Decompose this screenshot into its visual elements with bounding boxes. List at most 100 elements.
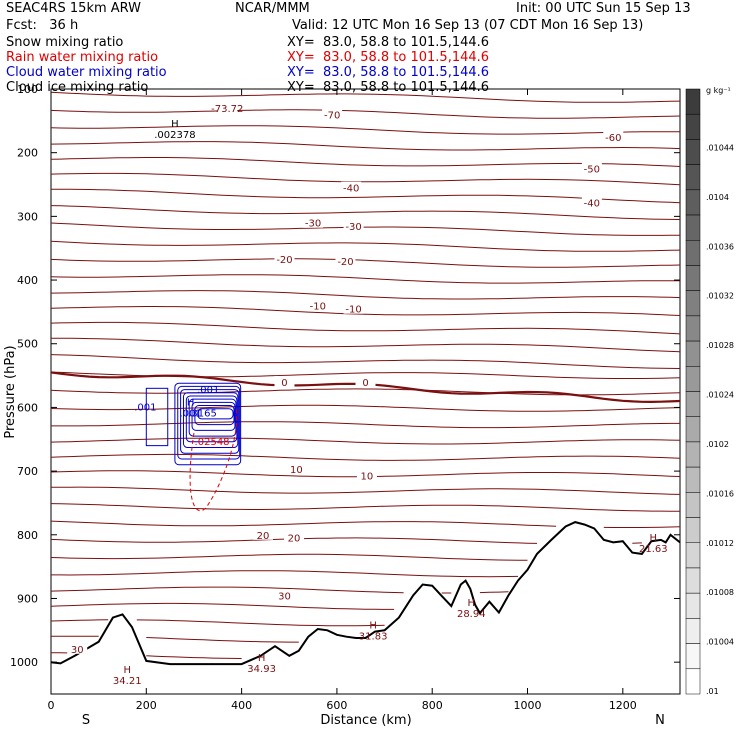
x-tick-label: 1000 [514,699,542,712]
y-tick-label: 800 [17,529,38,542]
cloud-water-contour [177,385,241,460]
isotherm-label-bg [581,162,602,174]
isotherm-line [50,109,681,119]
y-tick-label: 200 [17,147,38,160]
isotherm-label-bg [274,375,295,387]
colorbar-label: .01 [706,687,719,696]
isotherm-line [50,172,681,186]
isotherm-line [50,404,681,412]
colorbar-label: .01016 [706,489,734,498]
colorbar-label: .01024 [706,391,734,400]
y-tick-label: 400 [17,274,38,287]
isotherm-label-bg [343,302,364,314]
x-tick-label: 800 [422,699,443,712]
cloud-water-contour [188,398,237,437]
isotherm-label-bg [284,531,305,543]
isotherm-line [50,290,681,300]
isotherm-label-bg [603,130,624,142]
high-marker: H [369,620,377,631]
colorbar-cell [685,542,701,569]
colorbar-label: .01008 [706,588,734,597]
isotherm-label-bg [67,642,88,654]
isotherm-label: 0 [362,378,368,389]
x-tick-label: 200 [136,699,157,712]
isotherm-line [50,321,681,335]
colorbar-cell [685,139,701,165]
isotherm-line [50,125,680,135]
colorbar-cell [685,315,701,342]
colorbar-unit: g kg⁻¹ [706,86,731,95]
isotherm-line [50,258,681,268]
isotherm-label: -70 [324,110,340,121]
field-xy-cloud-ice: XY= 83.0, 58.8 to 101.5,144.6 [287,80,490,95]
isotherm-line [50,520,681,528]
x-tick-label: 400 [231,699,252,712]
x-tick-label: 1200 [609,699,637,712]
isotherm-line [50,553,528,561]
isotherm-label-bg [307,299,328,311]
isotherm-line [50,157,681,167]
cloud-water-contour [174,382,242,466]
colorbar-cell [685,668,701,695]
field-name-rain: Rain water mixing ratio [6,50,159,65]
y-tick-label: 900 [17,592,38,605]
high-marker: H [468,598,476,609]
colorbar-label: .01036 [706,242,734,251]
cloud-water-contour [194,405,235,426]
isotherm-label: -40 [584,198,600,209]
y-axis-label: Pressure (hPa) [3,345,18,438]
y-tick-label: 1000 [10,656,38,669]
isotherm-label: 20 [288,533,301,544]
isotherm-label: -50 [584,165,600,176]
isotherm-line [50,388,681,396]
center-label: NCAR/MMM [235,1,310,16]
isotherm-line [51,337,681,353]
isotherm-line [50,91,681,103]
isotherm-label: -20 [337,257,353,268]
isotherm-label: -73.72 [211,104,243,115]
field-name-snow: Snow mixing ratio [6,35,124,50]
high-value: .002378 [154,130,195,141]
isotherm-label-bg [286,463,307,475]
colorbar-cell [685,441,701,468]
colorbar-cell [685,618,701,644]
terrain-profile [50,521,681,666]
isotherm-line [50,453,681,461]
isotherm-label-bg [356,469,377,481]
colorbar-cell [685,391,701,417]
y-tick-label: 300 [17,210,38,223]
y-tick-label: 100 [17,83,38,96]
isotherm-label-bg [322,108,343,120]
isotherm-label: 10 [361,472,374,483]
high-value: 31.83 [359,631,388,642]
colorbar-label: .01004 [706,638,734,647]
high-marker: H [171,119,179,130]
colorbar-cell [685,214,701,241]
high-value: .001 [179,409,201,420]
isotherm-line [50,240,681,252]
isotherm-line [51,421,680,429]
high-value: 34.93 [247,664,276,675]
colorbar-cell [685,189,701,216]
cloud-water-contour [191,401,236,431]
isotherm-line [51,188,681,204]
high-marker: H [258,653,266,664]
rain-water-contour [189,407,238,512]
isotherm-label: -10 [345,305,361,316]
colorbar-cell [685,88,701,115]
isotherm-line [50,619,385,627]
colorbar-cell [685,265,701,291]
cloud-water-contour [145,387,169,447]
isotherm-label-bg [217,102,238,114]
y-tick-label: 600 [17,401,38,414]
field-name-cloud-ice: Cloud ice mixing ratio [6,80,149,95]
colorbar-cell [685,466,701,493]
colorbar-label: .01032 [706,292,734,301]
isotherm-line [51,570,519,578]
isotherm-label-bg [355,375,376,387]
colorbar-label: .0102 [706,440,729,449]
high-marker: H [187,398,195,409]
colorbar-cell [685,592,701,619]
